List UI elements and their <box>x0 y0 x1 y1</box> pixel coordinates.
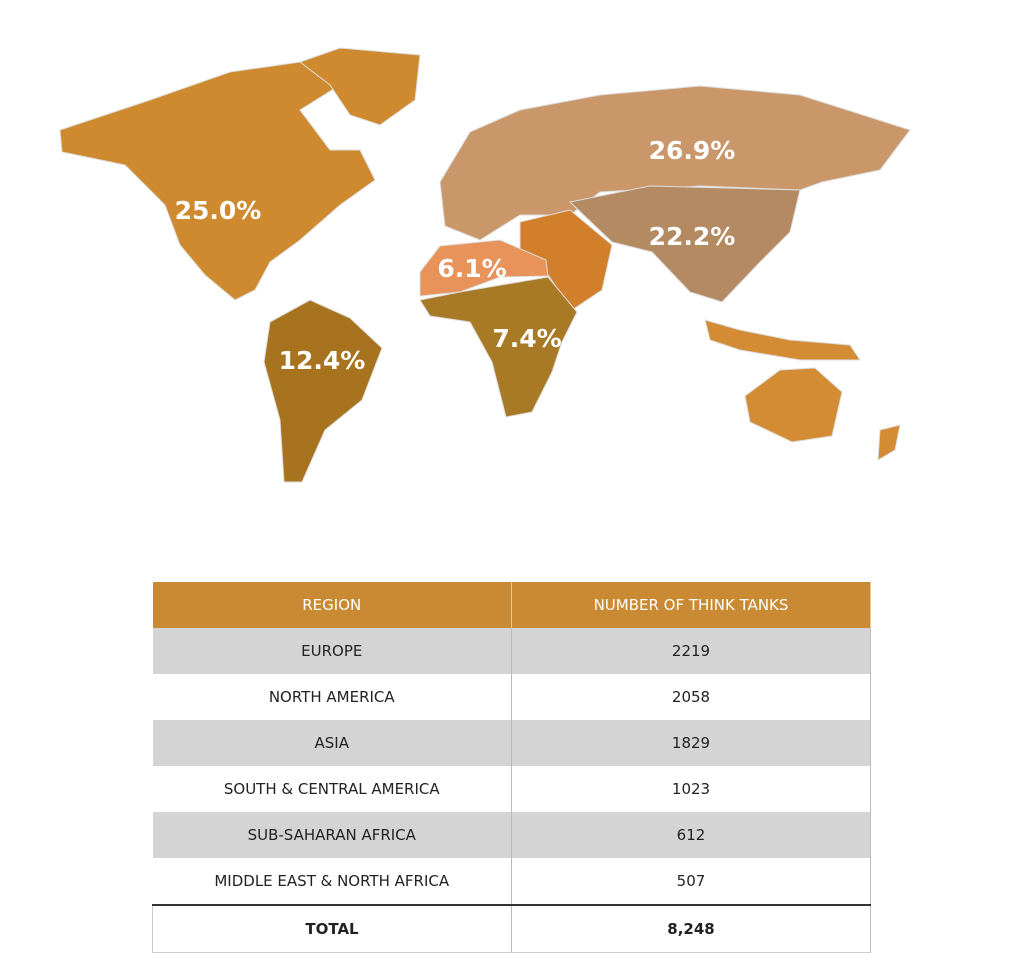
table-cell: 507 <box>511 858 871 905</box>
region-share: 12.4% <box>279 346 366 375</box>
total-cell: 8,248 <box>511 904 871 953</box>
table-cell: MIDDLE EAST & NORTH AFRICA <box>152 858 512 905</box>
header-row: REGION NUMBER OF THINK TANKS <box>152 582 871 628</box>
region-share: 22.2% <box>649 222 736 251</box>
region-share: 25.0% <box>175 196 262 225</box>
north-africa <box>419 239 549 297</box>
header-cell: NUMBER OF THINK TANKS <box>511 582 871 628</box>
table-cell: 612 <box>511 812 871 858</box>
table-cell: 2058 <box>511 674 871 720</box>
world-map: 25.0% 12.4% 6.1% 7.4% 26.9% 22.2% <box>59 47 911 483</box>
table-row: SOUTH & CENTRAL AMERICA 1023 <box>152 766 871 812</box>
new-zealand <box>877 424 901 461</box>
table-cell: 2219 <box>511 628 871 674</box>
south-america <box>263 299 383 483</box>
table-cell: ASIA <box>152 720 512 766</box>
table-cell: SUB-SAHARAN AFRICA <box>152 812 512 858</box>
region-share: 6.1% <box>437 254 506 283</box>
table-row: MIDDLE EAST & NORTH AFRICA 507 <box>152 858 871 905</box>
table-cell: NORTH AMERICA <box>152 674 512 720</box>
australia <box>744 367 843 443</box>
asia <box>568 185 801 303</box>
greenland <box>298 47 421 126</box>
table-row: EUROPE 2219 <box>152 628 871 674</box>
table-row: NORTH AMERICA 2058 <box>152 674 871 720</box>
total-cell: TOTAL <box>152 904 512 953</box>
table-row: SUB-SAHARAN AFRICA 612 <box>152 812 871 858</box>
southeast-asia <box>704 319 861 361</box>
table-cell: EUROPE <box>152 628 512 674</box>
table-cell: 1023 <box>511 766 871 812</box>
table-cell: SOUTH & CENTRAL AMERICA <box>152 766 512 812</box>
think-tank-table: REGION NUMBER OF THINK TANKS EUROPE 2219 NO… <box>152 582 871 953</box>
north-america <box>59 61 376 301</box>
header-cell: REGION <box>152 582 512 628</box>
region-share: 7.4% <box>492 324 561 353</box>
table-row: ASIA 1829 <box>152 720 871 766</box>
table-cell: 1829 <box>511 720 871 766</box>
sub-saharan-africa <box>419 276 578 418</box>
region-share: 26.9% <box>649 136 736 165</box>
total-row: TOTAL 8,248 <box>152 904 871 953</box>
europe <box>439 85 911 241</box>
